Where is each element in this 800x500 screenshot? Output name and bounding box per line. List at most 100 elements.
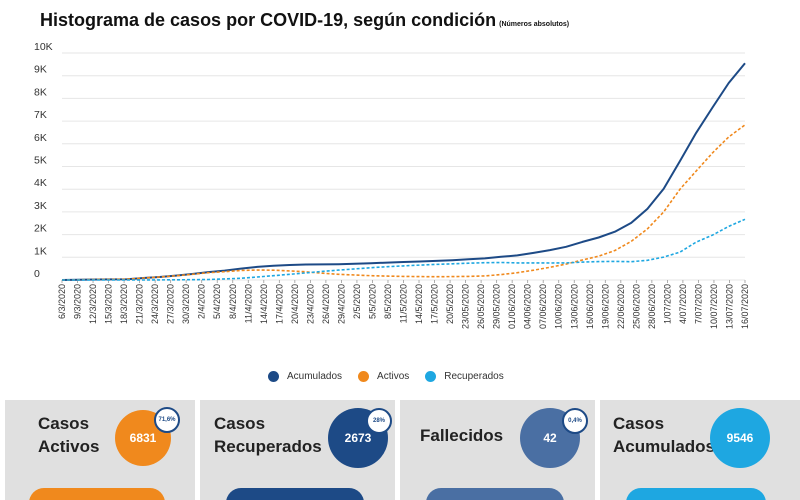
legend-swatch bbox=[268, 370, 279, 382]
card-percent-badge: 0,4% bbox=[562, 408, 588, 434]
card-action-button[interactable] bbox=[626, 488, 766, 500]
card-action-button[interactable] bbox=[226, 488, 364, 500]
card-percent-badge: 71,6% bbox=[154, 407, 180, 433]
y-tick-label: 9K bbox=[34, 64, 47, 76]
x-tick-label: 30/3/2020 bbox=[181, 284, 191, 324]
y-tick-label: 3K bbox=[34, 200, 47, 212]
y-tick-label: 5K bbox=[34, 155, 47, 167]
y-tick-label: 7K bbox=[34, 109, 47, 121]
x-tick-label: 29/4/2020 bbox=[336, 284, 346, 324]
x-tick-label: 14/5/2020 bbox=[414, 284, 424, 324]
legend-item-accumulated[interactable]: Acumulados bbox=[268, 370, 343, 382]
line-chart: 0 1K 2K 3K 4K 5K 6K 7K 8K 9K 10K 6/3/2020 9/3/2020 1… bbox=[34, 41, 750, 329]
card-deaths: Fallecidos 42 0,4% bbox=[400, 400, 595, 500]
x-tick-label: 12/3/2020 bbox=[88, 284, 98, 324]
card-label: Casos Recuperados bbox=[214, 412, 322, 459]
legend-swatch bbox=[358, 370, 370, 382]
card-accumulated-cases: Casos Acumulados 9546 bbox=[600, 400, 800, 500]
y-tick-label: 1K bbox=[34, 245, 47, 257]
x-tick-label: 07/06/2020 bbox=[538, 284, 548, 329]
x-tick-label: 14/4/2020 bbox=[259, 284, 269, 324]
x-tick-label: 20/5/2020 bbox=[445, 284, 455, 324]
y-tick-label: 2K bbox=[34, 223, 47, 235]
x-tick-label: 26/4/2020 bbox=[321, 284, 331, 324]
x-tick-label: 5/4/2020 bbox=[212, 284, 222, 319]
x-tick-label: 1/07/2020 bbox=[662, 284, 672, 324]
card-label: Casos Activos bbox=[38, 412, 99, 459]
legend-item-recovered[interactable]: Recuperados bbox=[425, 370, 504, 382]
y-tick-label: 4K bbox=[34, 177, 47, 189]
x-tick-label: 19/06/2020 bbox=[600, 284, 610, 329]
series-line-acumulados bbox=[61, 62, 746, 281]
card-label-line1: Casos bbox=[38, 414, 90, 433]
x-tick-label: 28/06/2020 bbox=[647, 284, 657, 329]
x-tick-label: 5/5/2020 bbox=[367, 284, 377, 319]
chart-title-text: Histograma de casos por COVID-19, según … bbox=[40, 10, 497, 30]
x-tick-label: 18/3/2020 bbox=[119, 284, 129, 324]
card-action-button[interactable] bbox=[426, 488, 564, 500]
card-recovered-cases: Casos Recuperados 2673 28% bbox=[200, 400, 395, 500]
card-label-line1: Casos bbox=[214, 414, 266, 433]
card-value-circle: 42 bbox=[520, 408, 580, 468]
x-tick-label: 16/06/2020 bbox=[585, 284, 595, 329]
x-tick-label: 23/4/2020 bbox=[305, 284, 315, 324]
card-label-line1: Casos bbox=[613, 414, 665, 433]
x-tick-label: 01/06/2020 bbox=[507, 284, 517, 329]
legend-label: Activos bbox=[377, 370, 410, 382]
card-label: Fallecidos bbox=[420, 424, 503, 448]
x-tick-label: 8/5/2020 bbox=[383, 284, 393, 319]
x-tick-label: 8/4/2020 bbox=[228, 284, 238, 319]
x-tick-label: 16/07/2020 bbox=[740, 284, 750, 329]
chart-legend: Acumulados Activos Recuperados bbox=[268, 367, 520, 385]
legend-item-active[interactable]: Activos bbox=[358, 370, 410, 382]
x-tick-label: 11/5/2020 bbox=[399, 284, 409, 323]
x-tick-label: 13/06/2020 bbox=[569, 284, 579, 329]
card-label-line2: Activos bbox=[38, 437, 100, 456]
x-tick-label: 29/05/2020 bbox=[492, 284, 502, 329]
chart-subtitle: (Números absolutos) bbox=[499, 21, 570, 28]
x-tick-label: 17/5/2020 bbox=[430, 284, 440, 324]
x-tick-label: 11/4/2020 bbox=[243, 284, 253, 323]
x-tick-label: 17/4/2020 bbox=[274, 284, 284, 324]
x-tick-label: 10/06/2020 bbox=[554, 284, 564, 329]
card-percent-badge: 28% bbox=[366, 408, 392, 434]
chart-title: Histograma de casos por COVID-19, según … bbox=[40, 10, 569, 31]
x-tick-label: 04/06/2020 bbox=[523, 284, 533, 329]
x-tick-label: 21/3/2020 bbox=[135, 284, 145, 324]
x-tick-label: 9/3/2020 bbox=[73, 284, 83, 319]
card-label: Casos Acumulados bbox=[613, 412, 715, 459]
x-tick-label: 24/3/2020 bbox=[150, 284, 160, 324]
x-tick-label: 7/07/2020 bbox=[693, 284, 703, 324]
x-tick-label: 25/06/2020 bbox=[631, 284, 641, 329]
legend-label: Recuperados bbox=[444, 370, 504, 382]
card-label-line2: Recuperados bbox=[214, 437, 322, 456]
x-tick-label: 6/3/2020 bbox=[57, 284, 67, 319]
card-label-line2: Acumulados bbox=[613, 437, 716, 456]
legend-swatch bbox=[425, 370, 437, 382]
chart-grid bbox=[62, 52, 745, 281]
x-tick-label: 26/05/2020 bbox=[476, 284, 486, 329]
card-active-cases: Casos Activos 6831 71,6% bbox=[5, 400, 195, 500]
x-tick-label: 2/4/2020 bbox=[197, 284, 207, 319]
x-axis: 6/3/2020 9/3/2020 12/3/2020 15/3/2020 18/3/2… bbox=[57, 280, 750, 329]
x-tick-label: 15/3/2020 bbox=[104, 284, 114, 324]
y-tick-label: 0 bbox=[34, 268, 40, 280]
x-tick-label: 2/5/2020 bbox=[352, 284, 362, 319]
y-tick-label: 10K bbox=[34, 41, 53, 53]
y-axis: 0 1K 2K 3K 4K 5K 6K 7K 8K 9K 10K bbox=[34, 41, 53, 280]
x-tick-label: 27/3/2020 bbox=[166, 284, 176, 324]
x-tick-label: 4/07/2020 bbox=[678, 284, 688, 324]
x-tick-label: 20/4/2020 bbox=[290, 284, 300, 324]
y-tick-label: 6K bbox=[34, 132, 47, 144]
x-tick-label: 10/07/2020 bbox=[709, 284, 719, 329]
series-line-recuperados bbox=[62, 218, 746, 281]
x-tick-label: 23/05/2020 bbox=[461, 284, 471, 329]
x-tick-label: 13/07/2020 bbox=[724, 284, 734, 329]
card-label-line1: Fallecidos bbox=[420, 426, 504, 445]
legend-label: Acumulados bbox=[287, 370, 343, 382]
card-action-button[interactable] bbox=[29, 488, 165, 500]
chart-series bbox=[61, 62, 746, 281]
card-value-circle: 9546 bbox=[710, 408, 770, 468]
x-tick-label: 22/06/2020 bbox=[616, 284, 626, 329]
